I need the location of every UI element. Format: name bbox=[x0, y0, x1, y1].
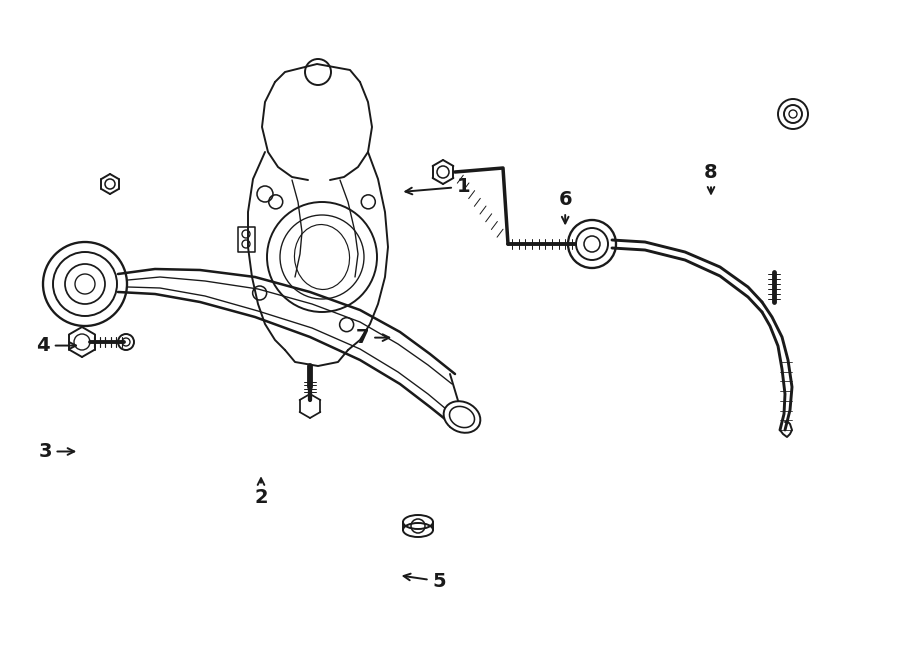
Text: 3: 3 bbox=[38, 442, 74, 461]
Text: 6: 6 bbox=[558, 191, 572, 224]
Text: 2: 2 bbox=[254, 478, 268, 507]
Ellipse shape bbox=[449, 406, 474, 428]
Text: 5: 5 bbox=[403, 572, 446, 591]
Text: 8: 8 bbox=[704, 163, 718, 194]
Text: 4: 4 bbox=[36, 336, 76, 355]
Text: 1: 1 bbox=[405, 177, 471, 196]
Text: 7: 7 bbox=[356, 328, 389, 347]
Ellipse shape bbox=[444, 401, 481, 433]
